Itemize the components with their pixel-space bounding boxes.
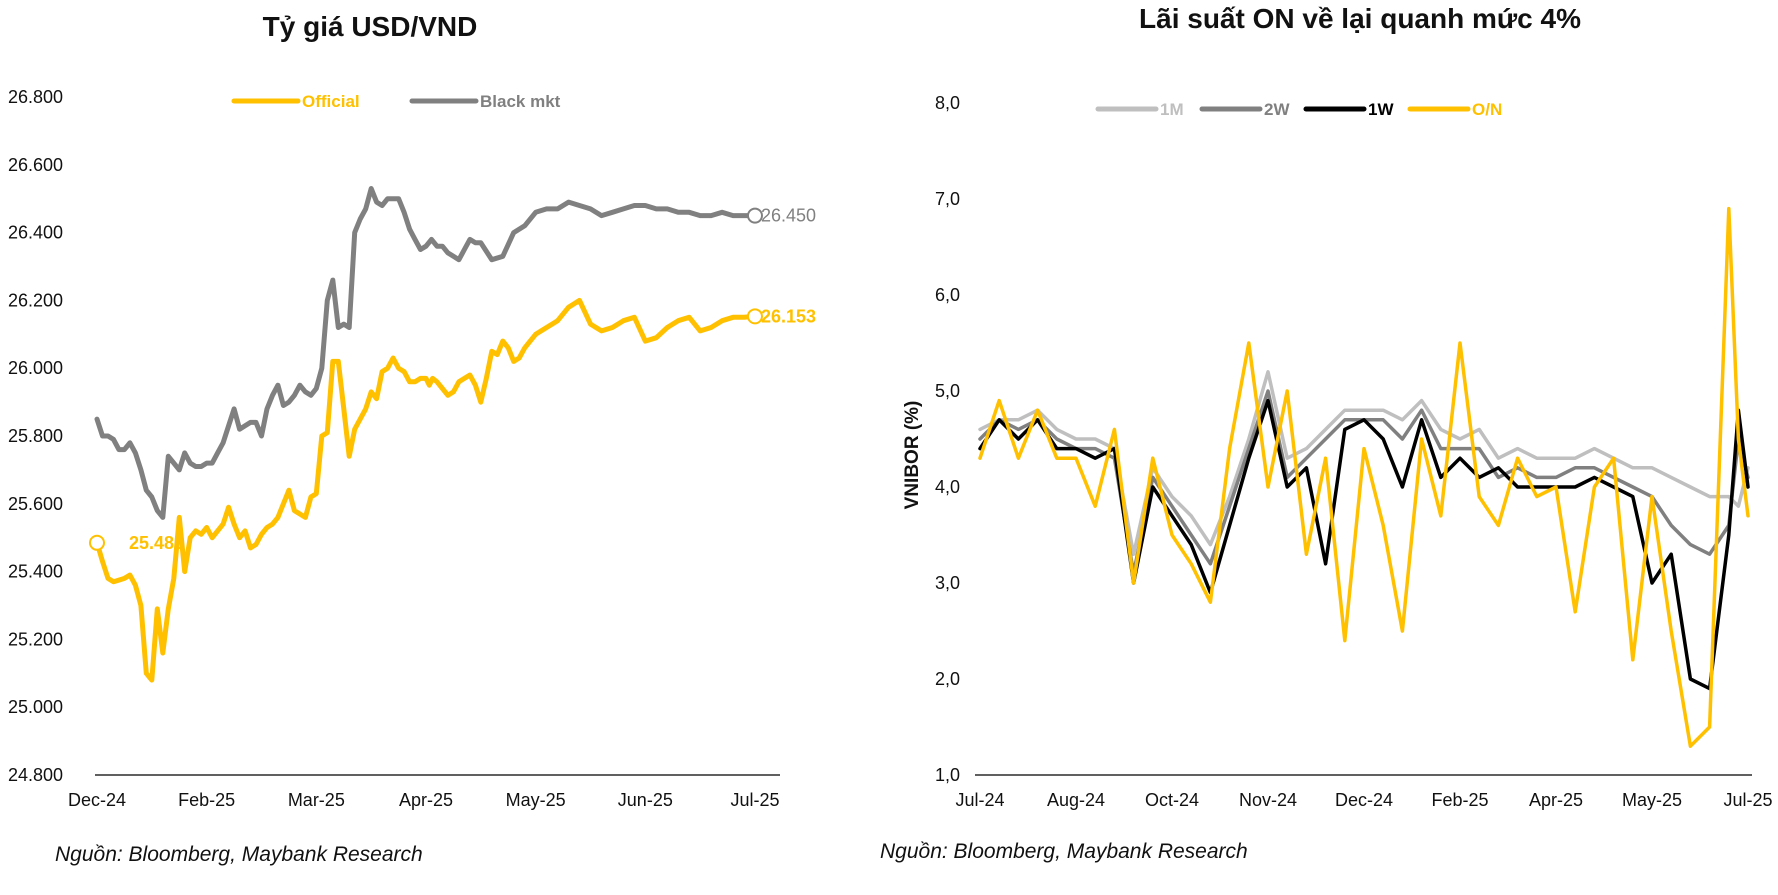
x-tick-label: Mar-25	[288, 790, 345, 810]
y-tick-label: 25.000	[8, 697, 63, 717]
x-tick-label: Dec-24	[1335, 790, 1393, 810]
chart-vnibor: Lãi suất ON về lại quanh mức 4% 1M 2W 1W O/…	[902, 3, 1773, 810]
end-marker	[747, 207, 763, 224]
series-lines	[978, 206, 1750, 748]
legend: 1M 2W 1W O/N	[1095, 100, 1502, 119]
legend: Official Black mkt	[231, 92, 561, 111]
y-tick-label: 24.800	[8, 765, 63, 785]
x-tick-label: Jul-24	[955, 790, 1004, 810]
legend-label: 2W	[1264, 100, 1290, 119]
chart-title: Lãi suất ON về lại quanh mức 4%	[1139, 3, 1581, 34]
legend-label: O/N	[1472, 100, 1502, 119]
y-tick-label: 26.400	[8, 223, 63, 243]
source-note: Nguồn: Bloomberg, Maybank Research	[880, 840, 1248, 863]
y-tick-label: 26.600	[8, 155, 63, 175]
y-tick-label: 4,0	[935, 477, 960, 497]
end-marker	[747, 308, 763, 325]
y-tick-label: 3,0	[935, 573, 960, 593]
y-axis-ticks: 1,0 2,0 3,0 4,0 5,0 6,0 7,0 8,0	[935, 93, 960, 785]
chart-usd-vnd: Tỷ giá USD/VND Official Black mkt 24.8002…	[8, 11, 816, 810]
series-line-1w	[978, 398, 1750, 691]
x-tick-label: Dec-24	[68, 790, 126, 810]
y-tick-label: 25.400	[8, 562, 63, 582]
x-tick-label: May-25	[1622, 790, 1682, 810]
y-tick-label: 6,0	[935, 285, 960, 305]
x-tick-label: May-25	[506, 790, 566, 810]
x-axis-ticks: Jul-24 Aug-24 Oct-24 Nov-24 Dec-24 Feb-25 Apr-…	[955, 790, 1772, 810]
legend-label: Official	[302, 92, 360, 111]
start-value-label: 25.485	[129, 533, 184, 553]
y-tick-label: 25.800	[8, 426, 63, 446]
legend-label: 1M	[1160, 100, 1184, 119]
end-value-label: 26.450	[761, 206, 816, 226]
y-tick-label: 26.800	[8, 87, 63, 107]
series-line-2w	[978, 389, 1750, 576]
y-axis-label: VNIBOR (%)	[902, 401, 923, 510]
series-lines	[94, 186, 758, 683]
start-marker	[89, 534, 105, 551]
y-tick-label: 7,0	[935, 189, 960, 209]
y-tick-label: 26.200	[8, 290, 63, 310]
x-tick-label: Jul-25	[1723, 790, 1772, 810]
y-tick-label: 1,0	[935, 765, 960, 785]
series-line-official	[94, 297, 758, 683]
end-labels: 26.153 25.485 26.450	[89, 206, 816, 553]
source-note: Nguồn: Bloomberg, Maybank Research	[55, 843, 423, 866]
y-tick-label: 26.000	[8, 358, 63, 378]
y-tick-label: 8,0	[935, 93, 960, 113]
y-tick-label: 25.600	[8, 494, 63, 514]
x-tick-label: Nov-24	[1239, 790, 1297, 810]
legend-label: Black mkt	[480, 92, 561, 111]
x-tick-label: Oct-24	[1145, 790, 1199, 810]
y-tick-label: 25.200	[8, 629, 63, 649]
y-tick-label: 2,0	[935, 669, 960, 689]
x-tick-label: Feb-25	[1431, 790, 1488, 810]
x-tick-label: Feb-25	[178, 790, 235, 810]
legend-label: 1W	[1368, 100, 1394, 119]
end-value-label: 26.153	[761, 306, 816, 326]
y-tick-label: 5,0	[935, 381, 960, 401]
x-axis-ticks: Dec-24 Feb-25 Mar-25 Apr-25 May-25 Jun-25 Jul-…	[68, 790, 780, 810]
x-tick-label: Apr-25	[399, 790, 453, 810]
y-axis-ticks: 24.800 25.000 25.200 25.400 25.600 25.800 26.0…	[8, 87, 63, 785]
x-tick-label: Aug-24	[1047, 790, 1105, 810]
x-tick-label: Apr-25	[1529, 790, 1583, 810]
x-tick-label: Jun-25	[618, 790, 673, 810]
x-tick-label: Jul-25	[730, 790, 779, 810]
chart-title: Tỷ giá USD/VND	[263, 11, 478, 42]
series-line-black-mkt	[94, 186, 758, 520]
series-line-o-n	[978, 206, 1750, 748]
